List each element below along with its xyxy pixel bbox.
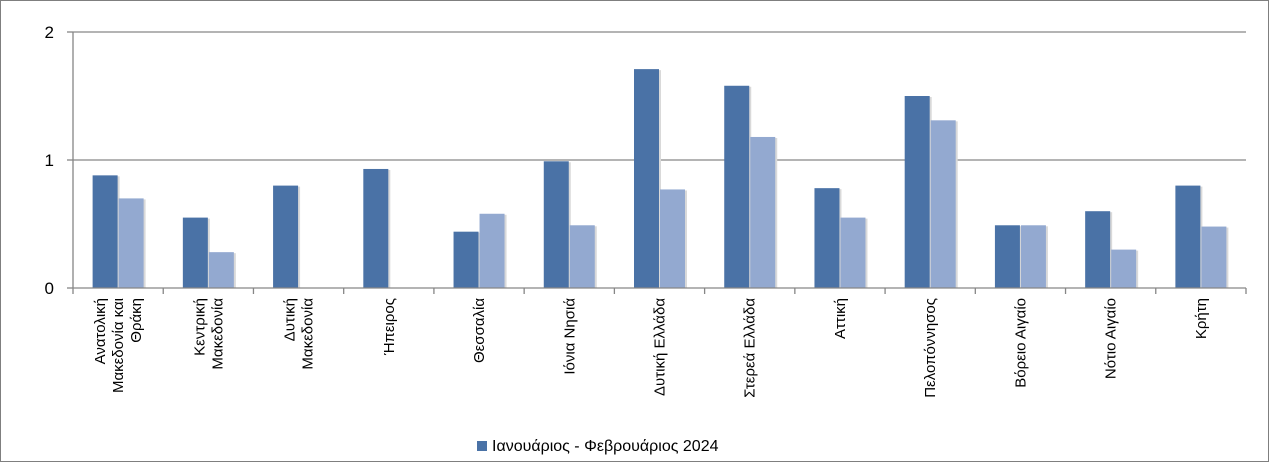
- legend: Ιανουάριος - Φεβρουάριος 2024: [477, 438, 719, 455]
- bar-series-2: [1201, 226, 1227, 288]
- category-label: Αττική: [832, 298, 849, 339]
- bar-series-1: [814, 188, 840, 288]
- category-label-line: Στερεά Ελλάδα: [742, 298, 759, 398]
- category-label: Βόρειο Αιγαίο: [1012, 298, 1029, 388]
- svg-text:Δυτική Ελλάδα: Δυτική Ελλάδα: [652, 298, 669, 396]
- category-label-line: Κεντρική: [191, 298, 208, 356]
- category-label-line: Δυτική: [282, 298, 299, 341]
- bar-series-2: [1111, 249, 1137, 288]
- bar-series-2: [660, 189, 685, 288]
- category-label-line: Νότιο Αιγαίο: [1103, 298, 1120, 379]
- bars: [92, 69, 1229, 289]
- category-label: Δυτική Ελλάδα: [652, 298, 669, 396]
- svg-text:Στερεά Ελλάδα: Στερεά Ελλάδα: [742, 298, 759, 398]
- category-label-line: Πελοπόννησος: [922, 298, 939, 398]
- bar-series-1: [724, 85, 750, 288]
- svg-text:Νότιο Αιγαίο: Νότιο Αιγαίο: [1103, 298, 1120, 379]
- category-label-line: Μακεδονία και: [110, 298, 127, 393]
- category-label-line: Θράκη: [128, 298, 145, 343]
- category-label-line: Ήπειρος: [381, 298, 398, 356]
- legend-swatch: [477, 441, 487, 451]
- bar-series-1: [1085, 211, 1111, 288]
- x-category-labels: ΑνατολικήΜακεδονία καιΘράκη ΚεντρικήΜακεδ…: [92, 298, 1210, 398]
- axes: [67, 31, 1247, 294]
- bar-series-1: [92, 175, 118, 288]
- svg-text:ΔυτικήΜακεδονία: ΔυτικήΜακεδονία: [282, 298, 317, 370]
- y-tick-labels: 0 1 2: [45, 23, 54, 298]
- y-tick-label: 2: [45, 23, 54, 42]
- bar-series-1: [634, 69, 659, 289]
- bar-series-2: [118, 198, 144, 288]
- legend-label: Ιανουάριος - Φεβρουάριος 2024: [492, 438, 719, 455]
- svg-text:ΚεντρικήΜακεδονία: ΚεντρικήΜακεδονία: [191, 298, 226, 370]
- y-tick-label: 0: [45, 279, 54, 298]
- category-label: ΔυτικήΜακεδονία: [282, 298, 317, 370]
- category-label-line: Αττική: [832, 298, 849, 339]
- bar-series-1: [273, 185, 299, 288]
- svg-text:Αττική: Αττική: [832, 298, 849, 339]
- svg-text:Πελοπόννησος: Πελοπόννησος: [922, 298, 939, 398]
- bar-series-2: [208, 252, 234, 288]
- svg-text:Βόρειο Αιγαίο: Βόρειο Αιγαίο: [1012, 298, 1029, 388]
- category-label-line: Μακεδονία: [209, 298, 226, 370]
- bar-series-2: [930, 120, 956, 288]
- category-label: Ήπειρος: [381, 298, 398, 356]
- category-label-line: Θεσσαλία: [471, 298, 488, 363]
- svg-text:ΑνατολικήΜακεδονία καιΘράκη: ΑνατολικήΜακεδονία καιΘράκη: [92, 298, 145, 393]
- bar-series-2: [569, 225, 595, 288]
- y-tick-label: 1: [45, 151, 54, 170]
- bar-series-1: [994, 225, 1020, 288]
- category-label-line: Βόρειο Αιγαίο: [1012, 298, 1029, 388]
- bar-series-1: [543, 161, 569, 288]
- category-label-line: Μακεδονία: [300, 298, 317, 370]
- category-label: Νότιο Αιγαίο: [1103, 298, 1120, 379]
- category-label: Θεσσαλία: [471, 298, 488, 363]
- category-label: Στερεά Ελλάδα: [742, 298, 759, 398]
- svg-text:Κρήτη: Κρήτη: [1193, 298, 1210, 339]
- category-label: ΚεντρικήΜακεδονία: [191, 298, 226, 370]
- svg-text:Ιόνια Νησιά: Ιόνια Νησιά: [561, 298, 578, 375]
- bar-series-2: [750, 136, 776, 288]
- svg-text:Θεσσαλία: Θεσσαλία: [471, 298, 488, 363]
- bar-series-1: [363, 168, 389, 288]
- category-label-line: Δυτική Ελλάδα: [652, 298, 669, 396]
- bar-series-1: [453, 231, 479, 288]
- bar-series-2: [479, 213, 505, 288]
- bar-series-1: [1175, 185, 1201, 288]
- category-label: ΑνατολικήΜακεδονία καιΘράκη: [92, 298, 145, 393]
- svg-text:Ήπειρος: Ήπειρος: [381, 298, 398, 356]
- category-label-line: Κρήτη: [1193, 298, 1210, 339]
- category-label: Ιόνια Νησιά: [561, 298, 578, 375]
- bar-series-1: [904, 96, 930, 288]
- bar-series-2: [840, 217, 866, 288]
- bar-series-2: [1020, 225, 1046, 288]
- category-label-line: Ανατολική: [92, 298, 109, 364]
- category-label: Κρήτη: [1193, 298, 1210, 339]
- category-label-line: Ιόνια Νησιά: [561, 298, 578, 375]
- bar-series-1: [182, 217, 208, 288]
- category-label: Πελοπόννησος: [922, 298, 939, 398]
